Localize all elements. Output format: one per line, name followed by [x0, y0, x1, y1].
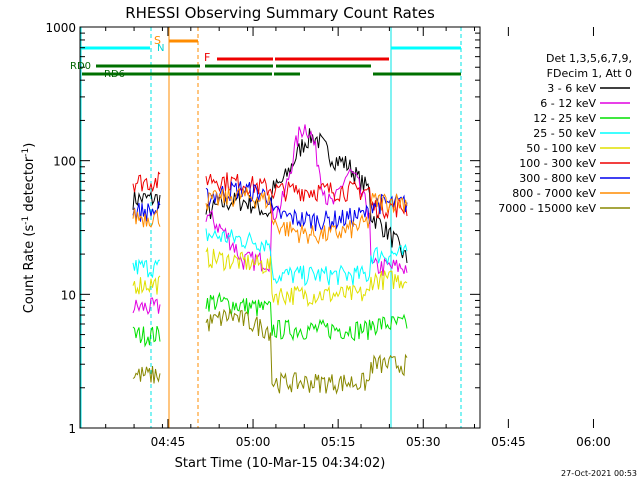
night-label: N [157, 43, 164, 54]
series-layer [132, 124, 408, 395]
footer-timestamp: 27-Oct-2021 00:53 [561, 469, 637, 478]
x-tick-label: 04:45 [151, 435, 186, 449]
legend-label: 3 - 6 keV [547, 82, 596, 95]
legend-label: 300 - 800 keV [519, 172, 596, 185]
x-tick-label: 06:00 [576, 435, 611, 449]
rd6-label: RD6 [104, 69, 125, 80]
x-tick-label: 05:00 [236, 435, 271, 449]
legend-label: 800 - 7000 keV [512, 187, 596, 200]
legend: Det 1,3,5,6,7,9, FDecim 1, Att 0 3 - 6 k… [498, 52, 632, 215]
y-axis-label: Count Rate (s-1 detector-1) [21, 143, 37, 314]
x-axis-label: Start Time (10-Mar-15 04:34:02) [175, 456, 386, 471]
state-boundary-lines [80, 27, 462, 428]
series-line [132, 291, 408, 348]
legend-label: 50 - 100 keV [526, 142, 596, 155]
legend-label: 12 - 25 keV [533, 112, 596, 125]
legend-header-1: Det 1,3,5,6,7,9, [546, 52, 632, 65]
rd0-label: RD0 [70, 61, 91, 72]
y-tick-label: 1 [68, 422, 76, 436]
legend-header-2: FDecim 1, Att 0 [547, 67, 632, 80]
y-tick-label: 1000 [45, 21, 76, 35]
legend-label: 6 - 12 keV [540, 97, 596, 110]
series-line [132, 187, 408, 245]
chart-title: RHESSI Observing Summary Count Rates [125, 4, 435, 22]
saa-label: S [154, 34, 161, 47]
x-tick-label: 05:30 [406, 435, 441, 449]
series-line [132, 128, 408, 264]
flag-bars [80, 39, 461, 76]
series-line [132, 246, 408, 308]
plot-frame [79, 26, 481, 429]
axes: 1 10 100 1000 04:45 05:00 05:15 05:30 05:45 06:00 [45, 21, 610, 449]
flare-label: F [204, 51, 210, 64]
series-line [132, 180, 408, 233]
series-line [132, 308, 408, 395]
y-tick-label: 100 [53, 155, 76, 169]
series-line [132, 228, 408, 287]
legend-label: 100 - 300 keV [519, 157, 596, 170]
x-tick-label: 05:45 [491, 435, 526, 449]
legend-label: 7000 - 15000 keV [498, 202, 596, 215]
x-tick-label: 05:15 [321, 435, 356, 449]
y-tick-label: 10 [61, 288, 76, 302]
legend-label: 25 - 50 keV [533, 127, 596, 140]
